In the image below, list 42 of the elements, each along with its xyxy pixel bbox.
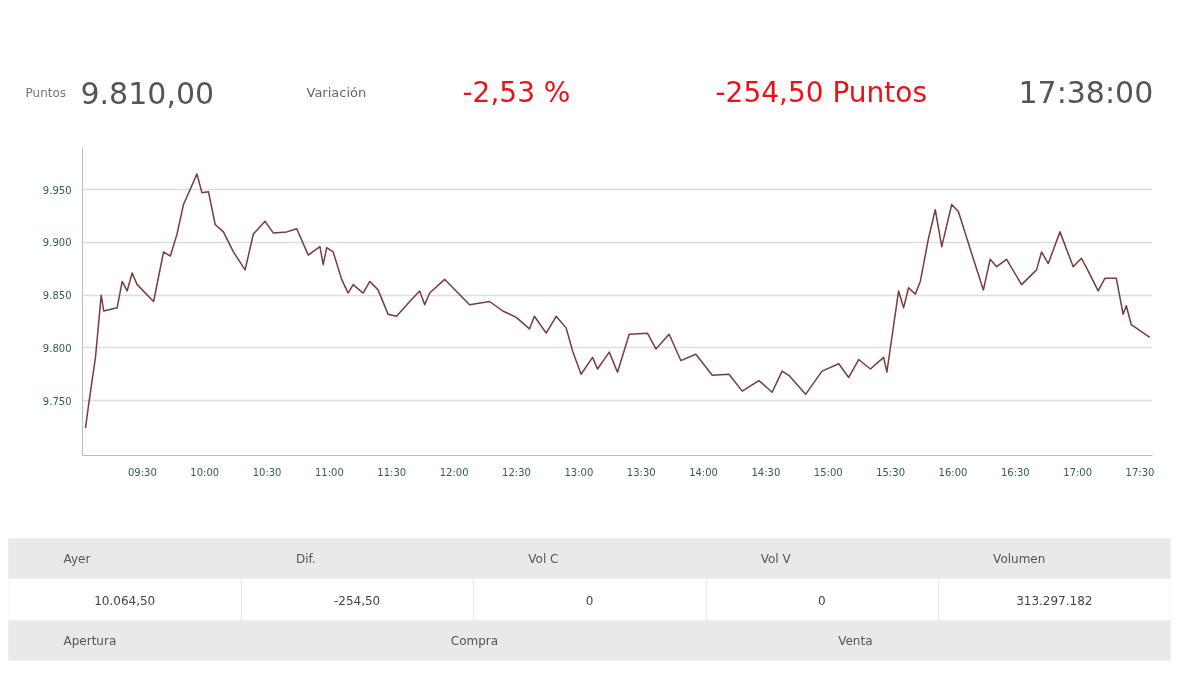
text: Volumen	[993, 551, 1046, 566]
text: 0	[818, 594, 826, 608]
x-tick-label: 14:00	[689, 466, 718, 478]
x-tick-label: 16:00	[938, 466, 968, 478]
x-tick-label: 15:30	[876, 466, 906, 478]
y-tick-label: 9.850	[42, 290, 72, 302]
x-tick-label: 12:30	[502, 466, 531, 478]
text: Ayer	[63, 551, 91, 566]
text: 313.297.182	[1016, 594, 1093, 608]
x-tick-label: 11:30	[377, 466, 407, 478]
text: Venta	[838, 633, 873, 648]
x-tick-label: 17:00	[1063, 466, 1093, 478]
text: Compra	[450, 633, 499, 648]
text: 17:38:00	[1018, 75, 1154, 110]
text: 0	[585, 594, 594, 608]
text: Apertura	[63, 633, 117, 648]
x-tick-label: 14:30	[751, 466, 781, 478]
text: 9.810,00	[80, 75, 215, 111]
text: Puntos	[25, 85, 67, 100]
text: Vol C	[528, 551, 559, 566]
text: Dif.	[295, 551, 316, 566]
line-series	[84, 173, 1151, 429]
y-tick-label: 9.950	[42, 184, 72, 196]
text: Variación	[306, 85, 367, 100]
x-tick-label: 13:00	[564, 466, 594, 478]
y-tick-label: 9.800	[42, 342, 72, 354]
text: Vol V	[760, 551, 792, 566]
text: -254,50 Puntos	[715, 76, 928, 109]
x-tick-label: 10:30	[252, 466, 282, 478]
text: -2,53 %	[462, 76, 571, 109]
x-tick-label: 13:30	[626, 466, 656, 478]
y-tick-label: 9.900	[42, 237, 72, 249]
x-tick-label: 10:00	[190, 466, 220, 478]
x-tick-label: 12:00	[439, 466, 469, 478]
x-tick-label: 11:00	[315, 466, 344, 478]
x-tick-label: 16:30	[1000, 466, 1030, 478]
x-tick-label: 09:30	[127, 466, 157, 478]
x-tick-label: 15:00	[813, 466, 843, 478]
y-tick-label: 9.750	[42, 395, 72, 407]
text: -254,50	[333, 594, 381, 608]
text: 10.064,50	[94, 594, 156, 608]
x-tick-label: 17:30	[1125, 466, 1155, 478]
